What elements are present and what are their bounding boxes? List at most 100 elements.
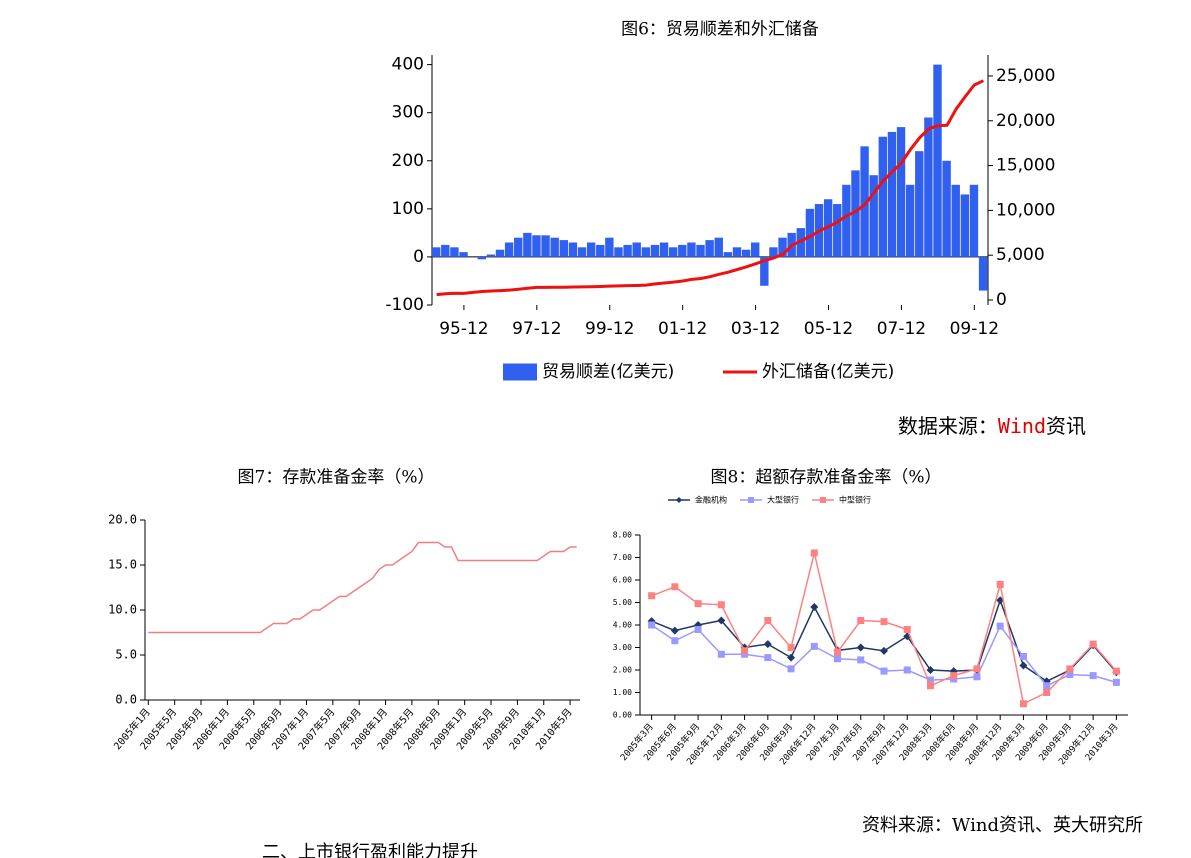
bar — [951, 184, 960, 257]
y2-tick-label: 15,000 — [996, 156, 1055, 176]
y-tick-label: 200 — [392, 151, 424, 171]
bar — [878, 136, 888, 257]
marker — [670, 626, 679, 635]
y-tick-label: 0.00 — [613, 711, 632, 720]
marker — [648, 621, 656, 629]
bar — [896, 127, 906, 257]
marker — [1112, 678, 1120, 686]
marker — [880, 667, 888, 675]
bar — [668, 247, 678, 257]
bar — [778, 237, 787, 257]
bar — [833, 204, 842, 257]
y-tick-label: 5.0 — [115, 648, 137, 662]
legend-label: 金融机构 — [695, 495, 727, 505]
y-tick-label: 5.00 — [613, 598, 632, 607]
y-tick-label: -100 — [385, 295, 424, 315]
bar — [641, 247, 651, 257]
source-highlight: Wind — [998, 414, 1046, 438]
y-tick-label: 1.00 — [613, 688, 632, 697]
bar — [687, 242, 696, 257]
marker — [903, 626, 911, 633]
marker — [1043, 682, 1051, 690]
marker — [834, 655, 842, 663]
y-tick-label: 100 — [392, 199, 424, 219]
marker — [763, 640, 772, 649]
marker — [1019, 700, 1027, 708]
bar — [842, 184, 851, 257]
bar — [550, 237, 559, 257]
marker — [880, 646, 888, 655]
y-tick-label: 6.00 — [613, 576, 632, 585]
line — [148, 541, 577, 634]
marker — [741, 647, 749, 655]
legend-label: 贸易顺差(亿美元) — [542, 362, 674, 382]
legend-label: 外汇储备(亿美元) — [762, 362, 894, 382]
marker — [1066, 671, 1074, 678]
marker — [856, 643, 865, 652]
y-tick-label: 15.0 — [108, 558, 137, 572]
y-tick-label: 300 — [392, 103, 424, 123]
legend-marker — [820, 497, 826, 503]
y-tick-label: 400 — [392, 55, 424, 75]
y-tick-label: 8.00 — [613, 531, 632, 540]
bar — [869, 175, 878, 257]
source-note: 资料来源：Wind资讯、英大研究所 — [862, 815, 1143, 836]
source-prefix: 数据来源： — [898, 414, 998, 438]
bar — [568, 242, 578, 257]
x-tick-label: 07-12 — [877, 319, 926, 339]
marker — [857, 617, 865, 624]
legend-marker — [748, 497, 754, 503]
bar — [705, 240, 714, 257]
marker — [694, 600, 702, 608]
bar — [860, 146, 869, 257]
marker — [996, 622, 1004, 630]
bar — [432, 247, 441, 257]
marker — [834, 648, 842, 656]
bar — [969, 184, 979, 257]
marker — [671, 637, 679, 645]
bar — [605, 237, 614, 257]
y-tick-label: 3.00 — [613, 643, 632, 652]
y-tick-label: 10.0 — [108, 603, 137, 617]
marker — [1089, 672, 1097, 680]
marker — [1019, 653, 1027, 660]
bar — [650, 244, 660, 257]
y-tick-label: 20.0 — [108, 513, 137, 527]
source-note: 数据来源：Wind资讯 — [898, 414, 1086, 438]
x-tick-label: 09-12 — [950, 319, 999, 339]
marker — [857, 656, 865, 664]
y2-tick-label: 20,000 — [996, 111, 1055, 131]
bar — [459, 252, 468, 257]
bar — [495, 249, 505, 257]
bar — [586, 242, 596, 257]
marker — [787, 653, 796, 662]
chart-title: 图8：超额存款准备金率（%） — [711, 468, 942, 488]
bar — [614, 247, 623, 257]
bar — [769, 247, 778, 257]
marker — [810, 603, 819, 611]
bar — [659, 242, 669, 257]
marker — [1019, 661, 1028, 670]
x-tick-label: 97-12 — [512, 319, 561, 339]
marker — [1089, 640, 1097, 648]
x-tick-label: 05-12 — [804, 319, 853, 339]
bar — [751, 242, 760, 257]
section-heading: 二、上市银行盈利能力提升 — [262, 842, 478, 858]
marker — [717, 650, 725, 658]
bar — [696, 244, 705, 257]
bar — [915, 151, 924, 257]
bar — [905, 184, 915, 257]
marker — [880, 618, 888, 626]
marker — [671, 583, 679, 591]
bar — [960, 194, 970, 257]
y-tick-label: 0.0 — [115, 693, 137, 707]
marker — [996, 581, 1004, 588]
marker — [810, 549, 818, 557]
marker — [717, 616, 726, 625]
x-tick-label: 99-12 — [585, 319, 634, 339]
bar — [933, 64, 942, 257]
bar — [942, 160, 951, 257]
y2-tick-label: 10,000 — [996, 200, 1055, 220]
